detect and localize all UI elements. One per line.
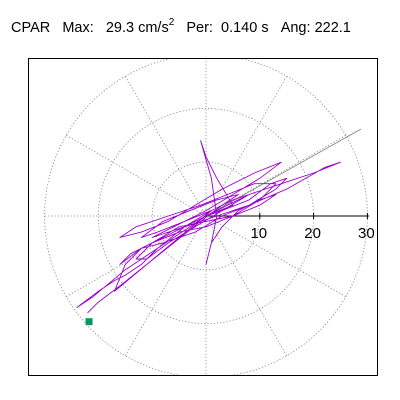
per-label: Per: bbox=[186, 20, 213, 36]
grid-spoke-120 bbox=[124, 76, 207, 217]
acceleration-trace bbox=[76, 140, 341, 314]
grid-spoke-60 bbox=[205, 76, 288, 217]
grid-spoke-330 bbox=[205, 215, 346, 298]
grid-spoke-150 bbox=[66, 134, 207, 217]
ang-label: Ang: bbox=[280, 20, 311, 36]
direction-line bbox=[205, 128, 362, 217]
radial-tick-label-20: 20 bbox=[304, 225, 321, 242]
channel-label: CPAR bbox=[11, 20, 51, 36]
max-point-marker bbox=[85, 318, 93, 326]
polar-plot-frame: 10 20 30 bbox=[28, 58, 378, 376]
max-unit-exponent: 2 bbox=[168, 17, 175, 28]
ang-value: 222.1 bbox=[314, 20, 351, 36]
per-value: 0.140 s bbox=[221, 20, 269, 36]
max-label: Max: bbox=[62, 20, 94, 36]
radial-tick-label-10: 10 bbox=[250, 225, 267, 242]
polar-chart: 10 20 30 bbox=[44, 59, 375, 375]
max-unit: cm/s bbox=[138, 20, 169, 36]
radial-tick-label-30: 30 bbox=[358, 225, 375, 242]
grid-spoke-300 bbox=[205, 215, 288, 356]
max-value: 29.3 bbox=[105, 20, 135, 36]
grid-spoke-210 bbox=[66, 215, 207, 298]
grid-spoke-30 bbox=[205, 134, 346, 217]
chart-header: CPAR Max: 29.3 cm/s2 Per: 0.140 s Ang: 2… bbox=[11, 14, 351, 37]
grid-spoke-240 bbox=[124, 215, 207, 356]
